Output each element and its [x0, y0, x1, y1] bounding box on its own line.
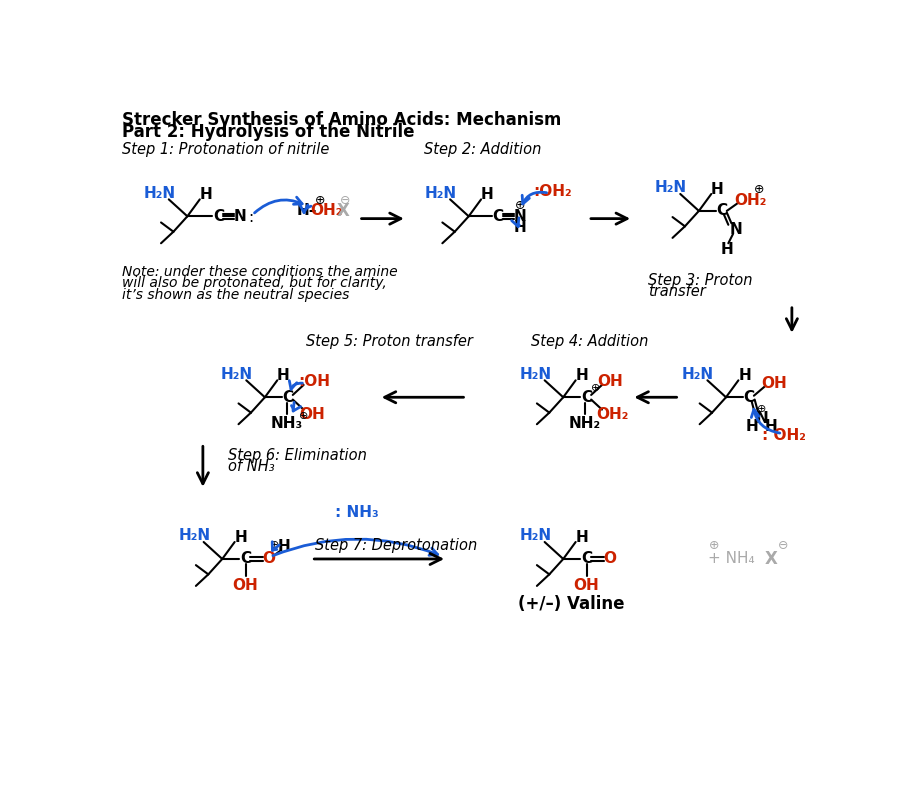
Text: H₂N: H₂N: [425, 186, 457, 200]
Text: Step 2: Addition: Step 2: Addition: [424, 141, 541, 157]
Text: X: X: [764, 550, 777, 568]
Text: ⊕: ⊕: [757, 404, 766, 414]
Text: H: H: [721, 242, 733, 257]
Text: O: O: [262, 552, 275, 566]
Text: :OH: :OH: [298, 374, 330, 389]
Text: N: N: [730, 222, 743, 237]
Text: OH: OH: [573, 578, 600, 592]
Text: H: H: [575, 530, 588, 545]
Text: C: C: [213, 208, 224, 224]
Text: H₂N: H₂N: [221, 367, 253, 381]
Text: H: H: [278, 368, 290, 383]
Text: C: C: [581, 552, 592, 566]
Text: C: C: [716, 204, 728, 218]
Text: H: H: [480, 187, 493, 202]
Text: H: H: [513, 221, 526, 235]
Text: N: N: [513, 208, 526, 224]
Text: H: H: [278, 539, 290, 554]
Text: Note: under these conditions the amine: Note: under these conditions the amine: [122, 265, 397, 279]
Text: NH₃: NH₃: [270, 416, 303, 431]
Text: H–: H–: [297, 204, 318, 218]
Text: H₂N: H₂N: [682, 367, 714, 381]
Text: ⊕: ⊕: [299, 410, 308, 421]
Text: H: H: [764, 419, 777, 434]
Text: ⊕: ⊕: [315, 195, 325, 208]
Text: + NH₄: + NH₄: [708, 552, 754, 566]
Text: ⊕: ⊕: [709, 539, 720, 552]
Text: H₂N: H₂N: [144, 186, 176, 200]
Text: C: C: [581, 389, 592, 405]
Text: Strecker Synthesis of Amino Acids: Mechanism: Strecker Synthesis of Amino Acids: Mecha…: [122, 111, 561, 128]
Text: of NH₃: of NH₃: [228, 459, 275, 474]
Text: H: H: [199, 187, 212, 202]
Text: H₂N: H₂N: [655, 180, 687, 196]
Text: transfer: transfer: [649, 284, 706, 299]
Text: : OH₂: : OH₂: [763, 428, 806, 444]
Text: (+/–) Valine: (+/–) Valine: [518, 595, 624, 612]
Text: H: H: [711, 182, 723, 197]
Text: C: C: [492, 208, 504, 224]
Text: C: C: [240, 552, 251, 566]
Text: OH₂: OH₂: [596, 406, 628, 422]
Text: :OH₂: :OH₂: [533, 184, 571, 199]
Text: C: C: [283, 389, 294, 405]
Text: NH₂: NH₂: [569, 416, 601, 431]
Text: Step 4: Addition: Step 4: Addition: [531, 335, 648, 349]
Text: Step 6: Elimination: Step 6: Elimination: [228, 448, 368, 462]
Text: H: H: [746, 419, 759, 434]
Text: H: H: [575, 368, 588, 383]
Text: ⊕: ⊕: [514, 199, 525, 212]
Text: : NH₃: : NH₃: [335, 505, 379, 520]
Text: OH: OH: [761, 376, 787, 391]
Text: ⊕: ⊕: [270, 540, 279, 550]
Text: it’s shown as the neutral species: it’s shown as the neutral species: [122, 288, 349, 302]
Text: Step 5: Proton transfer: Step 5: Proton transfer: [306, 335, 473, 349]
Text: will also be protonated, but for clarity,: will also be protonated, but for clarity…: [122, 276, 386, 290]
Text: OH: OH: [598, 374, 623, 389]
Text: ⊖: ⊖: [778, 539, 789, 552]
Text: ⊕: ⊕: [754, 183, 764, 196]
Text: Step 1: Protonation of nitrile: Step 1: Protonation of nitrile: [122, 141, 329, 157]
Text: Step 3: Proton: Step 3: Proton: [649, 273, 753, 288]
Text: OH₂: OH₂: [310, 204, 343, 218]
Text: N: N: [234, 208, 247, 224]
Text: H: H: [235, 530, 248, 545]
Text: :: :: [248, 210, 254, 225]
Text: Step 7: Deprotonation: Step 7: Deprotonation: [315, 537, 478, 553]
Text: OH: OH: [299, 406, 325, 422]
Text: X: X: [337, 202, 349, 220]
Text: H₂N: H₂N: [520, 367, 551, 381]
Text: H₂N: H₂N: [178, 528, 210, 543]
Text: C: C: [743, 389, 754, 405]
Text: H: H: [738, 368, 751, 383]
Text: OH₂: OH₂: [733, 192, 766, 208]
Text: H₂N: H₂N: [520, 528, 551, 543]
Text: O: O: [603, 552, 616, 566]
Text: ⊖: ⊖: [339, 195, 350, 208]
Text: Part 2: Hydrolysis of the Nitrile: Part 2: Hydrolysis of the Nitrile: [122, 123, 414, 141]
Text: OH: OH: [233, 578, 258, 592]
Text: ⊕: ⊕: [592, 383, 601, 393]
Text: N: N: [755, 410, 768, 426]
